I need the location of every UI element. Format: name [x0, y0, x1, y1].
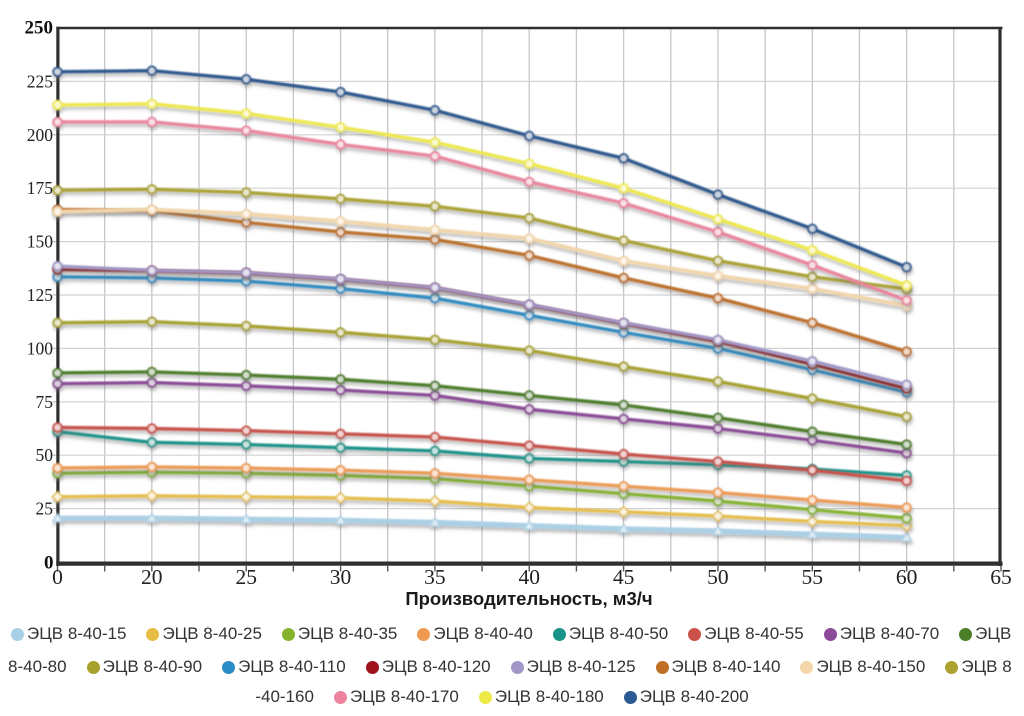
svg-text:150: 150 — [27, 232, 54, 252]
svg-text:25: 25 — [235, 565, 257, 589]
svg-text:20: 20 — [141, 565, 163, 589]
svg-text:0: 0 — [52, 565, 63, 589]
svg-text:35: 35 — [424, 565, 446, 589]
svg-text:75: 75 — [36, 392, 54, 412]
svg-text:30: 30 — [330, 565, 352, 589]
svg-text:225: 225 — [27, 71, 54, 91]
svg-text:100: 100 — [27, 338, 54, 358]
svg-text:55: 55 — [802, 565, 824, 589]
svg-text:50: 50 — [707, 565, 729, 589]
svg-text:125: 125 — [27, 285, 54, 305]
svg-text:50: 50 — [36, 445, 54, 465]
svg-text:40: 40 — [518, 565, 540, 589]
svg-text:200: 200 — [27, 125, 54, 145]
svg-text:65: 65 — [990, 565, 1012, 589]
svg-text:25: 25 — [36, 499, 54, 519]
svg-text:175: 175 — [27, 178, 54, 198]
svg-text:60: 60 — [896, 565, 918, 589]
svg-text:250: 250 — [25, 18, 54, 39]
svg-text:0: 0 — [44, 553, 54, 574]
svg-text:45: 45 — [613, 565, 635, 589]
svg-text:Производительность, м3/ч: Производительность, м3/ч — [405, 588, 652, 609]
